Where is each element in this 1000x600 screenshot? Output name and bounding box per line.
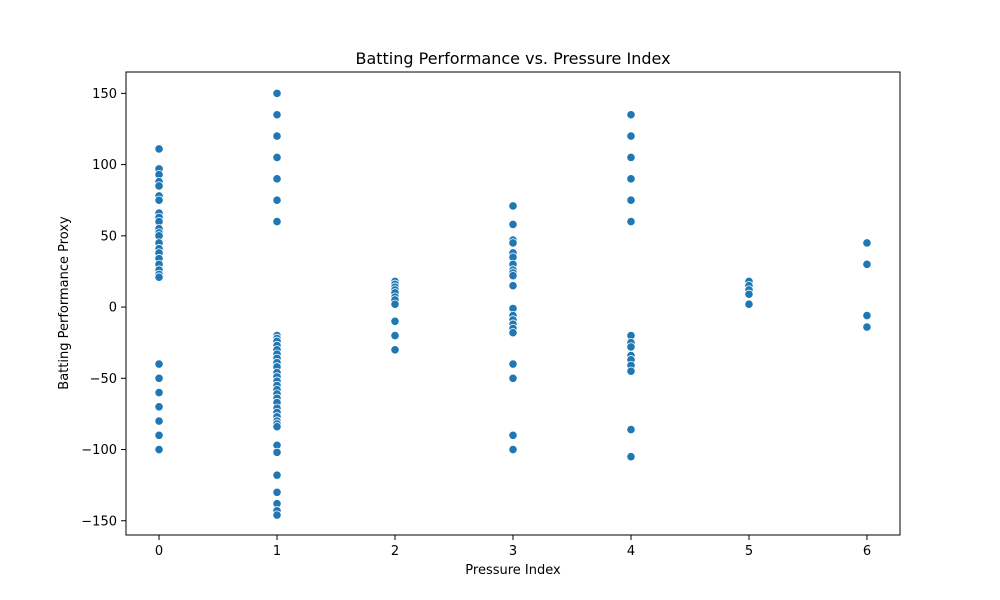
data-point <box>626 152 636 163</box>
data-point <box>154 195 164 205</box>
data-point <box>154 444 164 455</box>
data-point <box>862 238 872 248</box>
data-point <box>154 272 164 282</box>
data-point <box>508 219 518 230</box>
data-point <box>154 387 164 398</box>
data-point <box>626 174 636 184</box>
data-point <box>626 131 636 141</box>
y-tick-label: 100 <box>92 158 117 173</box>
y-tick-label: 0 <box>109 301 117 316</box>
y-tick-label: −50 <box>90 372 117 387</box>
data-point <box>272 447 282 457</box>
data-point <box>508 373 518 383</box>
data-point <box>862 259 872 269</box>
plot-frame <box>125 71 901 536</box>
data-point <box>390 345 400 355</box>
data-point <box>626 342 636 352</box>
data-point <box>862 311 872 321</box>
data-point <box>508 201 518 211</box>
data-point <box>508 281 518 291</box>
data-point <box>390 316 400 326</box>
data-point <box>154 402 164 412</box>
y-tick-label: −100 <box>81 443 117 458</box>
data-point <box>508 359 518 369</box>
data-point <box>272 131 282 141</box>
data-point <box>626 424 636 435</box>
data-point <box>862 322 872 332</box>
data-point <box>272 88 282 98</box>
data-point <box>154 416 164 426</box>
data-point <box>508 238 518 248</box>
data-point <box>272 152 282 163</box>
y-tick-label: 150 <box>92 87 117 102</box>
data-point <box>626 110 636 120</box>
data-point <box>626 366 636 376</box>
data-point <box>744 289 754 299</box>
data-point <box>272 110 282 120</box>
x-tick-label: 4 <box>627 544 635 559</box>
data-point <box>272 487 282 497</box>
data-point <box>154 373 164 383</box>
data-point <box>626 216 636 227</box>
x-tick-label: 1 <box>273 544 281 559</box>
data-point <box>390 330 400 341</box>
x-tick-label: 0 <box>155 544 163 559</box>
data-point <box>272 510 282 520</box>
data-point <box>272 174 282 184</box>
data-point <box>154 144 164 154</box>
data-point <box>508 328 518 338</box>
y-tick-label: −150 <box>81 514 117 529</box>
data-points <box>154 88 872 520</box>
x-tick-label: 6 <box>863 544 871 559</box>
data-point <box>272 470 282 480</box>
data-point <box>744 299 754 309</box>
data-point <box>154 430 164 440</box>
x-tick-label: 5 <box>745 544 753 559</box>
data-point <box>154 181 164 191</box>
data-point <box>272 195 282 205</box>
y-tick-label: 50 <box>100 229 117 244</box>
data-point <box>626 452 636 462</box>
y-axis-title: Batting Performance Proxy <box>57 216 72 390</box>
data-point <box>272 422 282 432</box>
data-point <box>508 271 518 281</box>
data-point <box>626 195 636 205</box>
y-axis-ticks: −150 −100 −50 0 50 100 150 <box>81 87 126 529</box>
data-point <box>508 444 518 455</box>
data-point <box>390 299 400 309</box>
x-axis-ticks: 0 1 2 3 4 5 6 <box>155 535 871 559</box>
x-axis-title: Pressure Index <box>465 563 561 578</box>
x-tick-label: 3 <box>509 544 517 559</box>
data-point <box>154 359 164 369</box>
data-point <box>508 430 518 440</box>
chart-title: Batting Performance vs. Pressure Index <box>355 49 670 68</box>
data-point <box>272 216 282 227</box>
x-tick-label: 2 <box>391 544 399 559</box>
